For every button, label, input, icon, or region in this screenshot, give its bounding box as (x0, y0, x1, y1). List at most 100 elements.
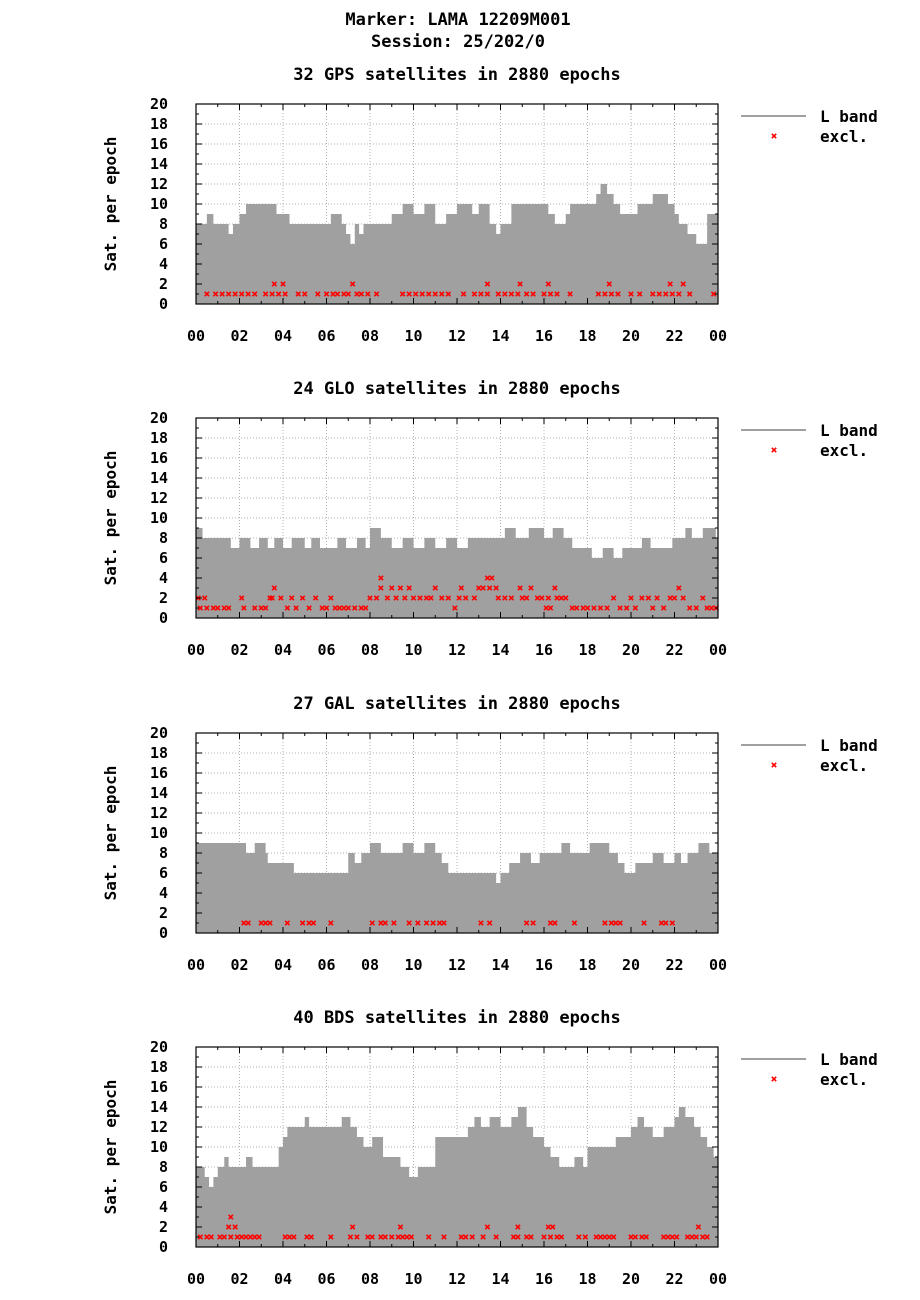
x-tick-label: 10 (404, 1270, 422, 1288)
excl-point (412, 291, 419, 297)
excl-point (388, 1234, 395, 1240)
excl-point (554, 1234, 560, 1240)
excl-point (286, 1234, 293, 1240)
excl-point (243, 1234, 249, 1240)
excl-point (319, 605, 325, 611)
excl-point (432, 291, 439, 297)
excl-point (493, 1234, 499, 1240)
excl-point (510, 1234, 517, 1240)
excl-point (484, 575, 491, 581)
excl-point (656, 291, 663, 297)
excl-point (439, 595, 445, 601)
excl-point (541, 291, 547, 297)
excl-point (306, 605, 312, 611)
chart-title: 27 GAL satellites in 2880 epochs (293, 694, 621, 714)
excl-point (201, 595, 208, 601)
excl-point (606, 281, 613, 287)
excl-point (530, 291, 536, 297)
excl-point (397, 585, 404, 591)
excl-point (284, 605, 291, 611)
excl-point (554, 595, 560, 601)
x-tick-label: 22 (665, 1270, 683, 1288)
excl-point (269, 595, 275, 601)
legend-label-excl: excl. (820, 1070, 868, 1089)
excl-point (645, 595, 652, 601)
excl-point (328, 1234, 334, 1240)
chart-panel-3: 27 GAL satellites in 2880 epochs Sat. per… (101, 694, 878, 974)
series-l-band-area (196, 843, 718, 933)
excl-point (271, 585, 278, 591)
excl-point (515, 1234, 521, 1240)
excl-point (571, 920, 578, 926)
excl-point (445, 595, 452, 601)
excl-point (478, 920, 484, 926)
excl-point (673, 1234, 680, 1240)
excl-point (258, 920, 265, 926)
x-tick-label: 00 (187, 327, 205, 345)
excl-point (552, 585, 558, 591)
y-tick-label: 14 (150, 155, 168, 173)
series-l-band-area (196, 184, 718, 304)
excl-point (547, 291, 554, 297)
excl-point (547, 920, 554, 926)
excl-point (660, 605, 667, 611)
excl-point (493, 585, 499, 591)
excl-point (628, 1234, 634, 1240)
excl-point (676, 291, 682, 297)
excl-point (495, 595, 502, 601)
legend-label-l-band: L band (820, 1050, 878, 1069)
excl-point (378, 920, 384, 926)
excl-point (378, 1234, 384, 1240)
y-tick-label: 16 (150, 764, 168, 782)
excl-point (315, 291, 321, 297)
excl-point (301, 291, 308, 297)
excl-point (197, 605, 204, 611)
excl-point (591, 605, 597, 611)
excl-point (667, 281, 673, 287)
excl-point (632, 1234, 639, 1240)
excl-point (549, 1224, 556, 1230)
excl-point (232, 291, 238, 297)
y-tick-label: 20 (150, 95, 168, 113)
excl-point (345, 605, 352, 611)
excl-point (341, 291, 347, 297)
excl-point (545, 281, 552, 287)
x-tick-label: 00 (187, 956, 205, 974)
x-tick-label: 10 (404, 641, 422, 659)
excl-point (545, 1224, 552, 1230)
excl-point (671, 595, 678, 601)
excl-point (700, 1234, 706, 1240)
excl-point (393, 595, 399, 601)
excl-point (358, 291, 365, 297)
excl-point (399, 1234, 406, 1240)
excl-point (258, 605, 265, 611)
excl-point (384, 595, 391, 601)
excl-point (567, 291, 573, 297)
excl-point (430, 920, 436, 926)
chart-panel-2: 24 GLO satellites in 2880 epochs Sat. per… (101, 379, 878, 659)
excl-point (610, 595, 617, 601)
legend-swatch-excl (771, 1076, 777, 1082)
excl-point (204, 291, 210, 297)
excl-point (484, 1224, 491, 1230)
y-axis-label: Sat. per epoch (101, 451, 120, 586)
excl-point (282, 1234, 288, 1240)
excl-point (573, 605, 580, 611)
y-axis-label: Sat. per epoch (101, 1080, 120, 1215)
legend-label-excl: excl. (820, 756, 868, 775)
excl-point (238, 291, 245, 297)
y-tick-label: 10 (150, 824, 168, 842)
excl-point (617, 605, 623, 611)
y-tick-label: 16 (150, 135, 168, 153)
excl-point (608, 291, 615, 297)
excl-point (528, 585, 534, 591)
excl-point (232, 1224, 238, 1230)
excl-point (534, 595, 541, 601)
x-tick-label: 14 (491, 1270, 509, 1288)
excl-point (241, 920, 247, 926)
excl-point (602, 1234, 608, 1240)
excl-point (423, 595, 430, 601)
excl-point (610, 1234, 617, 1240)
chart-title: 32 GPS satellites in 2880 epochs (293, 65, 621, 85)
